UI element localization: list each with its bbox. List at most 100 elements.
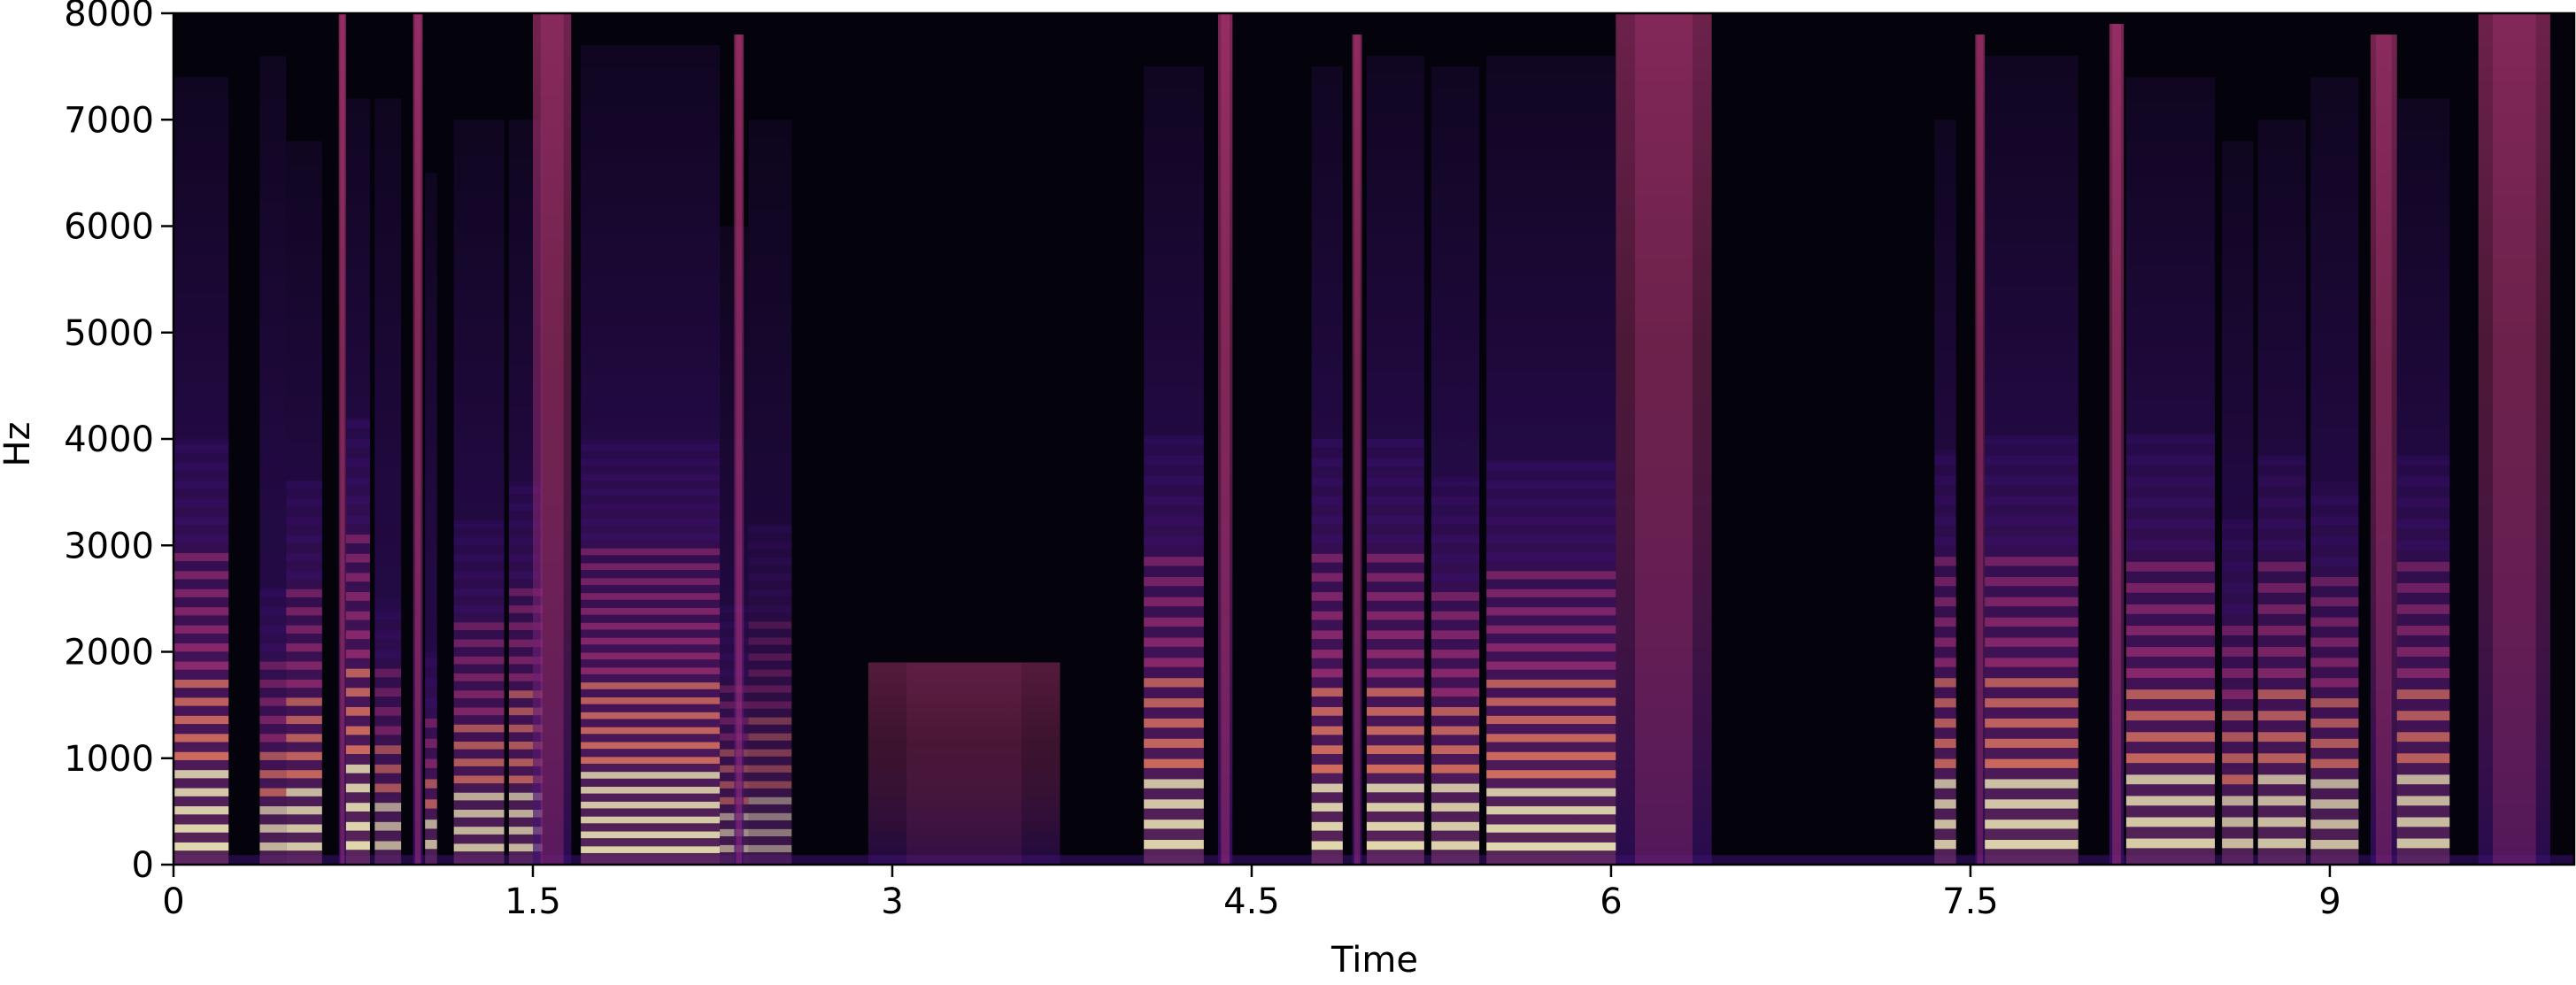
harmonic-band <box>286 842 322 851</box>
harmonic-band <box>374 726 402 735</box>
harmonic-band <box>2222 711 2254 721</box>
harmonic-band <box>259 788 287 796</box>
harmonic-band <box>1431 611 1480 620</box>
harmonic-band <box>1985 637 2079 647</box>
segment-32 <box>2370 35 2397 865</box>
harmonic-band <box>1366 821 1424 831</box>
harmonic-band <box>374 668 402 678</box>
harmonic-band <box>1366 515 1424 525</box>
harmonic-band <box>259 697 287 706</box>
harmonic-band <box>286 788 322 796</box>
segment-14 <box>748 119 792 865</box>
harmonic-band <box>286 607 322 616</box>
harmonic-band <box>1144 779 1204 789</box>
segment-noise <box>338 13 346 865</box>
harmonic-band <box>286 625 322 634</box>
harmonic-band <box>453 605 505 613</box>
x-tick-label: 7.5 <box>1942 881 1999 922</box>
harmonic-band <box>1431 764 1480 773</box>
harmonic-band <box>1431 783 1480 793</box>
harmonic-band <box>508 503 543 512</box>
harmonic-band <box>2396 753 2450 764</box>
harmonic-band <box>2396 497 2450 508</box>
segment-glow <box>374 598 402 865</box>
harmonic-band <box>1431 553 1480 563</box>
harmonic-band <box>2310 637 2359 647</box>
harmonic-band <box>1311 573 1343 582</box>
harmonic-band <box>1934 475 1956 486</box>
harmonic-band <box>259 842 287 851</box>
harmonic-band <box>748 812 792 820</box>
harmonic-band <box>259 625 287 634</box>
harmonic-band <box>508 827 543 835</box>
harmonic-band <box>374 841 402 850</box>
x-tick-label: 6 <box>1600 881 1622 922</box>
harmonic-band <box>259 806 287 815</box>
harmonic-band <box>174 498 229 507</box>
harmonic-band <box>1144 637 1204 647</box>
harmonic-band <box>508 622 543 630</box>
harmonic-band <box>174 842 229 851</box>
harmonic-band <box>174 715 229 725</box>
harmonic-band <box>174 444 229 453</box>
segment-noise <box>734 35 744 865</box>
harmonic-band <box>508 758 543 766</box>
harmonic-band <box>2222 774 2254 785</box>
harmonic-band <box>581 787 721 794</box>
harmonic-band <box>1311 821 1343 831</box>
harmonic-band <box>1934 637 1956 647</box>
harmonic-band <box>2257 604 2306 614</box>
harmonic-band <box>174 806 229 815</box>
harmonic-band <box>748 653 792 661</box>
harmonic-band <box>453 554 505 563</box>
harmonic-band <box>2125 711 2216 721</box>
harmonic-band <box>1366 573 1424 582</box>
harmonic-band <box>174 516 229 526</box>
x-axis-label: Time <box>1330 940 1418 981</box>
harmonic-band <box>453 690 505 698</box>
harmonic-band <box>1486 552 1616 562</box>
harmonic-band <box>748 828 792 836</box>
harmonic-band <box>2310 617 2359 627</box>
harmonic-band <box>259 679 287 689</box>
harmonic-band <box>286 661 322 670</box>
harmonic-band <box>2396 838 2450 849</box>
segment-27 <box>2109 24 2125 865</box>
harmonic-band <box>1486 679 1616 689</box>
harmonic-band <box>2125 626 2216 635</box>
harmonic-band <box>1934 840 1956 850</box>
harmonic-band <box>1366 764 1424 773</box>
harmonic-band <box>2125 753 2216 764</box>
harmonic-band <box>1144 820 1204 829</box>
harmonic-band <box>2125 774 2216 785</box>
harmonic-band <box>2310 840 2359 850</box>
harmonic-band <box>453 537 505 545</box>
segment-noise <box>1975 35 1986 865</box>
harmonic-band <box>581 489 721 496</box>
harmonic-band <box>1431 630 1480 640</box>
harmonic-band <box>508 792 543 801</box>
segment-3 <box>338 13 346 865</box>
harmonic-band <box>425 718 437 728</box>
harmonic-band <box>1486 481 1616 489</box>
harmonic-band <box>2222 519 2254 529</box>
segment-18 <box>1311 66 1343 865</box>
harmonic-band <box>2310 496 2359 505</box>
harmonic-band <box>1985 758 2079 768</box>
harmonic-band <box>1934 516 1956 526</box>
harmonic-band <box>748 605 792 613</box>
segment-6 <box>413 13 423 865</box>
harmonic-band <box>1934 820 1956 829</box>
harmonic-band <box>1144 455 1204 466</box>
harmonic-band <box>2257 774 2306 785</box>
harmonic-band <box>174 679 229 689</box>
harmonic-band <box>345 496 370 505</box>
harmonic-band <box>2222 753 2254 764</box>
harmonic-band <box>1366 650 1424 658</box>
harmonic-band <box>425 658 437 667</box>
harmonic-band <box>1486 842 1616 851</box>
y-tick-label: 2000 <box>64 633 154 673</box>
harmonic-band <box>1144 596 1204 607</box>
harmonic-band <box>1486 498 1616 507</box>
harmonic-band <box>345 592 370 601</box>
